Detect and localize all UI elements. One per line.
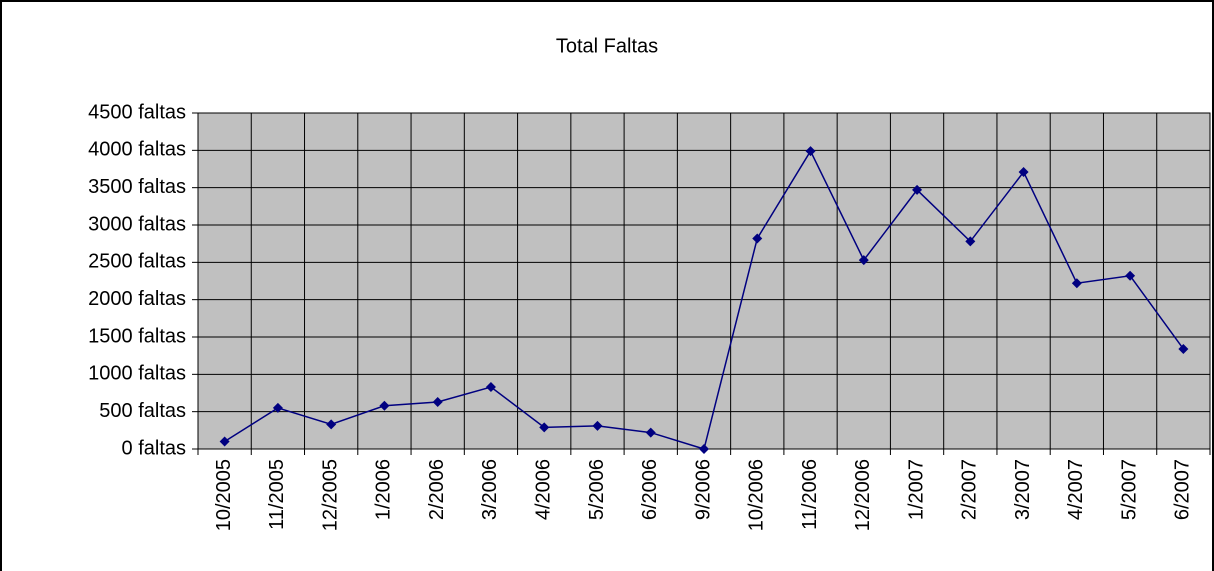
- point-marker: [645, 427, 656, 438]
- x-tick-label: 5/2007: [1118, 459, 1140, 520]
- point-marker: [965, 236, 976, 247]
- y-tick-label: 2000 faltas: [88, 288, 186, 310]
- x-tick-label: 2/2007: [959, 459, 981, 520]
- y-tick-label: 4000 faltas: [88, 139, 186, 161]
- point-marker: [219, 436, 230, 447]
- x-tick-label: 1/2007: [905, 459, 927, 520]
- x-tick-label: 10/2006: [746, 459, 768, 531]
- point-marker: [1178, 343, 1189, 354]
- point-marker: [539, 422, 550, 433]
- x-tick-label: 3/2007: [1012, 459, 1034, 520]
- point-marker: [699, 444, 709, 454]
- x-tick-label: 6/2007: [1172, 459, 1194, 520]
- x-tick-label: 3/2006: [479, 459, 501, 520]
- point-marker: [752, 233, 763, 244]
- point-marker: [432, 396, 443, 407]
- x-tick-label: 5/2006: [586, 459, 608, 520]
- point-marker: [1071, 278, 1082, 289]
- y-tick-label: 500 faltas: [99, 400, 186, 422]
- y-tick-label: 2500 faltas: [88, 251, 186, 273]
- point-marker: [858, 255, 869, 266]
- y-tick-label: 3500 faltas: [88, 176, 186, 198]
- y-tick-label: 0 faltas: [122, 437, 186, 459]
- x-tick-label: 1/2006: [373, 459, 395, 520]
- x-tick-label: 11/2006: [799, 459, 821, 530]
- plot-area: [197, 112, 1211, 450]
- x-tick-label: 12/2006: [852, 459, 874, 531]
- x-tick-label: 11/2005: [266, 459, 288, 530]
- x-tick-label: 10/2005: [213, 459, 235, 531]
- point-marker: [1018, 166, 1029, 177]
- point-marker: [1125, 270, 1136, 281]
- y-tick-label: 1000 faltas: [88, 363, 186, 385]
- x-tick-label: 4/2006: [532, 459, 554, 520]
- point-marker: [592, 420, 603, 431]
- point-marker: [379, 400, 390, 411]
- y-tick-label: 4500 faltas: [88, 101, 186, 123]
- x-tick-label: 2/2006: [426, 459, 448, 520]
- point-marker: [272, 402, 283, 413]
- x-tick-label: 9/2006: [692, 459, 714, 520]
- y-tick-label: 1500 faltas: [88, 325, 186, 347]
- x-tick-label: 12/2005: [319, 459, 341, 531]
- point-marker: [805, 146, 816, 157]
- x-tick-label: 4/2007: [1065, 459, 1087, 520]
- x-tick-label: 6/2006: [639, 459, 661, 520]
- point-marker: [912, 184, 923, 195]
- y-tick-label: 3000 faltas: [88, 213, 186, 235]
- point-marker: [326, 419, 337, 430]
- chart-title: Total Faltas: [556, 35, 658, 57]
- point-marker: [485, 382, 496, 393]
